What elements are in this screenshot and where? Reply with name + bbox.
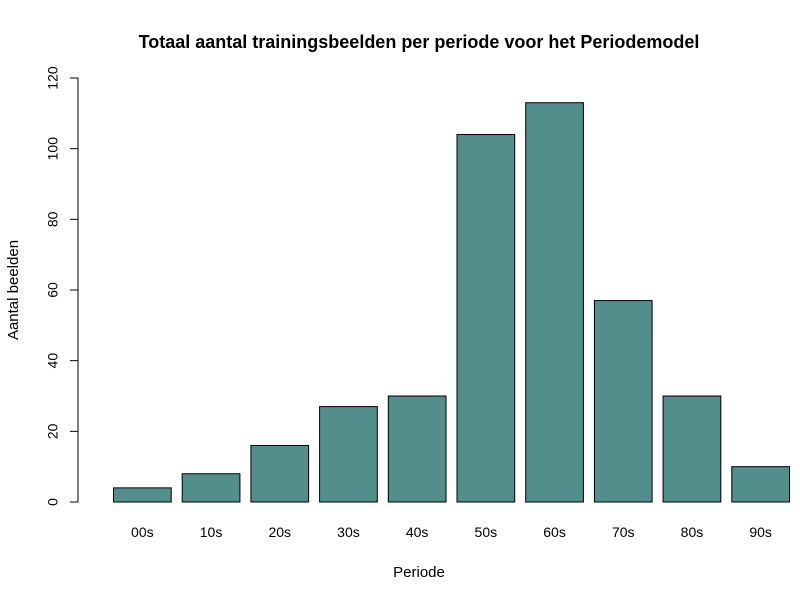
x-tick-label: 50s bbox=[475, 524, 498, 540]
y-tick-label: 40 bbox=[45, 353, 61, 369]
bar-70s bbox=[593, 300, 653, 503]
bar-10s bbox=[181, 473, 241, 503]
y-tick-label: 60 bbox=[45, 282, 61, 298]
x-tick-label: 10s bbox=[200, 524, 223, 540]
x-tick-label: 40s bbox=[406, 524, 429, 540]
bar-50s bbox=[456, 134, 516, 503]
bar-20s bbox=[250, 444, 310, 503]
x-tick-label: 20s bbox=[268, 524, 291, 540]
bar-60s bbox=[525, 102, 584, 503]
bar-30s bbox=[319, 406, 378, 503]
x-tick-label: 80s bbox=[681, 524, 704, 540]
x-tick-labels: 00s 10s 20s 30s 40s 50s 60s 70s 80s 90s bbox=[131, 524, 772, 540]
x-tick-label: 00s bbox=[131, 524, 154, 540]
y-tick-label: 0 bbox=[45, 498, 61, 506]
y-tick-label: 80 bbox=[45, 211, 61, 227]
y-axis-label: Aantal beelden bbox=[5, 240, 22, 340]
x-axis-label: Periode bbox=[393, 564, 445, 581]
x-tick-label: 70s bbox=[612, 524, 635, 540]
y-tick-label: 20 bbox=[45, 423, 61, 439]
bar-90s bbox=[731, 466, 791, 503]
x-tick-label: 90s bbox=[749, 524, 772, 540]
chart-title: Totaal aantal trainingsbeelden per perio… bbox=[139, 32, 700, 52]
x-tick-label: 60s bbox=[543, 524, 566, 540]
x-tick-label: 30s bbox=[337, 524, 360, 540]
bar-00s bbox=[113, 487, 172, 503]
y-tick-label: 120 bbox=[45, 66, 61, 90]
y-tick-label: 100 bbox=[45, 137, 61, 161]
y-axis: 0 20 40 60 80 100 120 bbox=[45, 66, 79, 506]
bar-40s bbox=[387, 395, 447, 503]
bars-group bbox=[113, 102, 791, 503]
bar-80s bbox=[662, 395, 722, 503]
